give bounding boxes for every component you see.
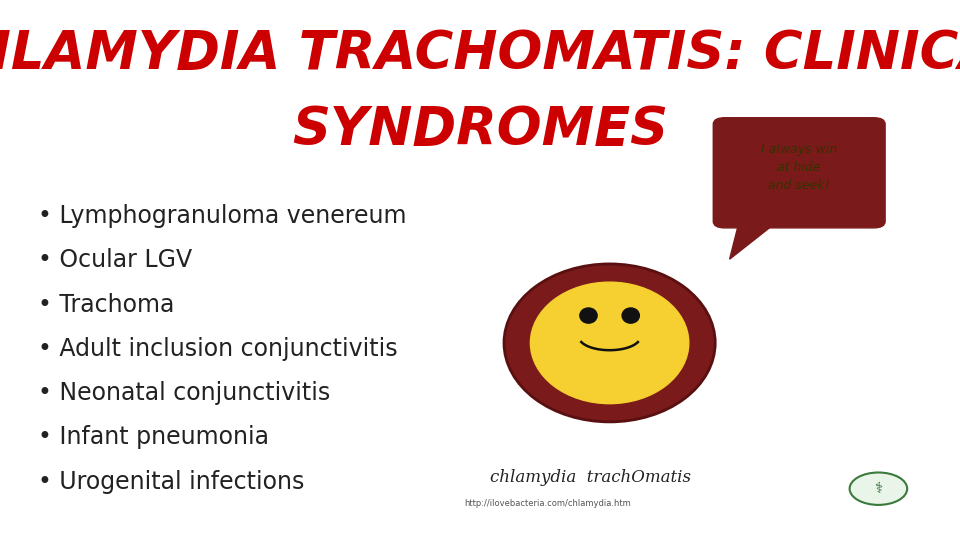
Ellipse shape xyxy=(580,308,597,323)
Text: • Infant pneumonia: • Infant pneumonia xyxy=(38,426,270,449)
Text: • Adult inclusion conjunctivitis: • Adult inclusion conjunctivitis xyxy=(38,337,398,361)
Text: chlamydia  trachOmatis: chlamydia trachOmatis xyxy=(490,469,691,487)
Text: CHLAMYDIA TRACHOMATIS: CLINICAL: CHLAMYDIA TRACHOMATIS: CLINICAL xyxy=(0,28,960,80)
Text: • Neonatal conjunctivitis: • Neonatal conjunctivitis xyxy=(38,381,330,405)
Text: • Urogenital infections: • Urogenital infections xyxy=(38,470,304,494)
FancyBboxPatch shape xyxy=(713,118,885,228)
Ellipse shape xyxy=(504,264,715,422)
Ellipse shape xyxy=(622,308,639,323)
Text: • Lymphogranuloma venereum: • Lymphogranuloma venereum xyxy=(38,204,407,228)
Text: I always win
at hide
and seek!: I always win at hide and seek! xyxy=(761,143,837,192)
Circle shape xyxy=(850,472,907,505)
Text: • Trachoma: • Trachoma xyxy=(38,293,175,316)
Text: ⚕: ⚕ xyxy=(875,481,882,496)
Polygon shape xyxy=(730,221,778,259)
Text: • Ocular LGV: • Ocular LGV xyxy=(38,248,193,272)
Ellipse shape xyxy=(530,282,689,404)
Text: SYNDROMES: SYNDROMES xyxy=(292,104,668,156)
Text: http://ilovebacteria.com/chlamydia.htm: http://ilovebacteria.com/chlamydia.htm xyxy=(464,499,631,508)
